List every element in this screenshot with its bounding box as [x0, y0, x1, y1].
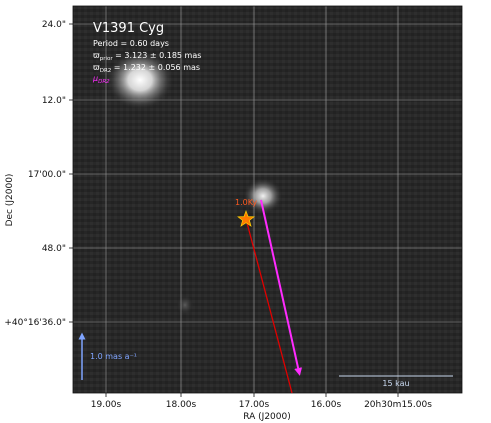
- y-axis-label: Dec (J2000): [5, 174, 15, 227]
- scale-bar-label: 15 kau: [382, 379, 409, 388]
- x-tick-label: 16.00s: [311, 400, 342, 410]
- x-tick-label: 17.00s: [239, 400, 270, 410]
- figure-title: V1391 Cyg: [93, 21, 164, 36]
- y-tick-label: 17'00.0": [28, 170, 66, 180]
- grid-lines: [73, 6, 462, 393]
- y-tick-label: 48.0": [42, 244, 66, 254]
- bright-source: [106, 50, 174, 110]
- period-text: Period = 0.60 days: [93, 39, 169, 48]
- x-tick-label: 20h30m15.00s: [364, 400, 432, 410]
- y-tick-label: 24.0": [42, 20, 66, 30]
- scale-arrow-label: 1.0 mas a⁻¹: [90, 352, 137, 361]
- x-axis-label: RA (J2000): [243, 412, 291, 422]
- y-tick-label: +40°16'36.0": [4, 318, 66, 328]
- axis-ticks: [69, 23, 399, 397]
- past-track-line: [245, 218, 293, 394]
- parallax-prior-text: ϖprior = 3.123 ± 0.185 mas: [93, 51, 201, 62]
- y-tick-label: 12.0": [42, 96, 66, 106]
- proper-motion-arrow: [260, 199, 303, 376]
- x-tick-label: 18.00s: [166, 400, 197, 410]
- epoch-label: 1.0Ky: [235, 198, 257, 207]
- star-marker: [237, 210, 255, 227]
- panel-frame: [72, 5, 463, 394]
- target-source: [243, 178, 283, 214]
- faint-source: [176, 294, 194, 316]
- mu-legend-label: μDR2: [92, 74, 110, 85]
- x-tick-label: 19.00s: [91, 400, 122, 410]
- parallax-dr2-text: ϖDR2 = 1.232 ± 0.056 mas: [93, 63, 200, 74]
